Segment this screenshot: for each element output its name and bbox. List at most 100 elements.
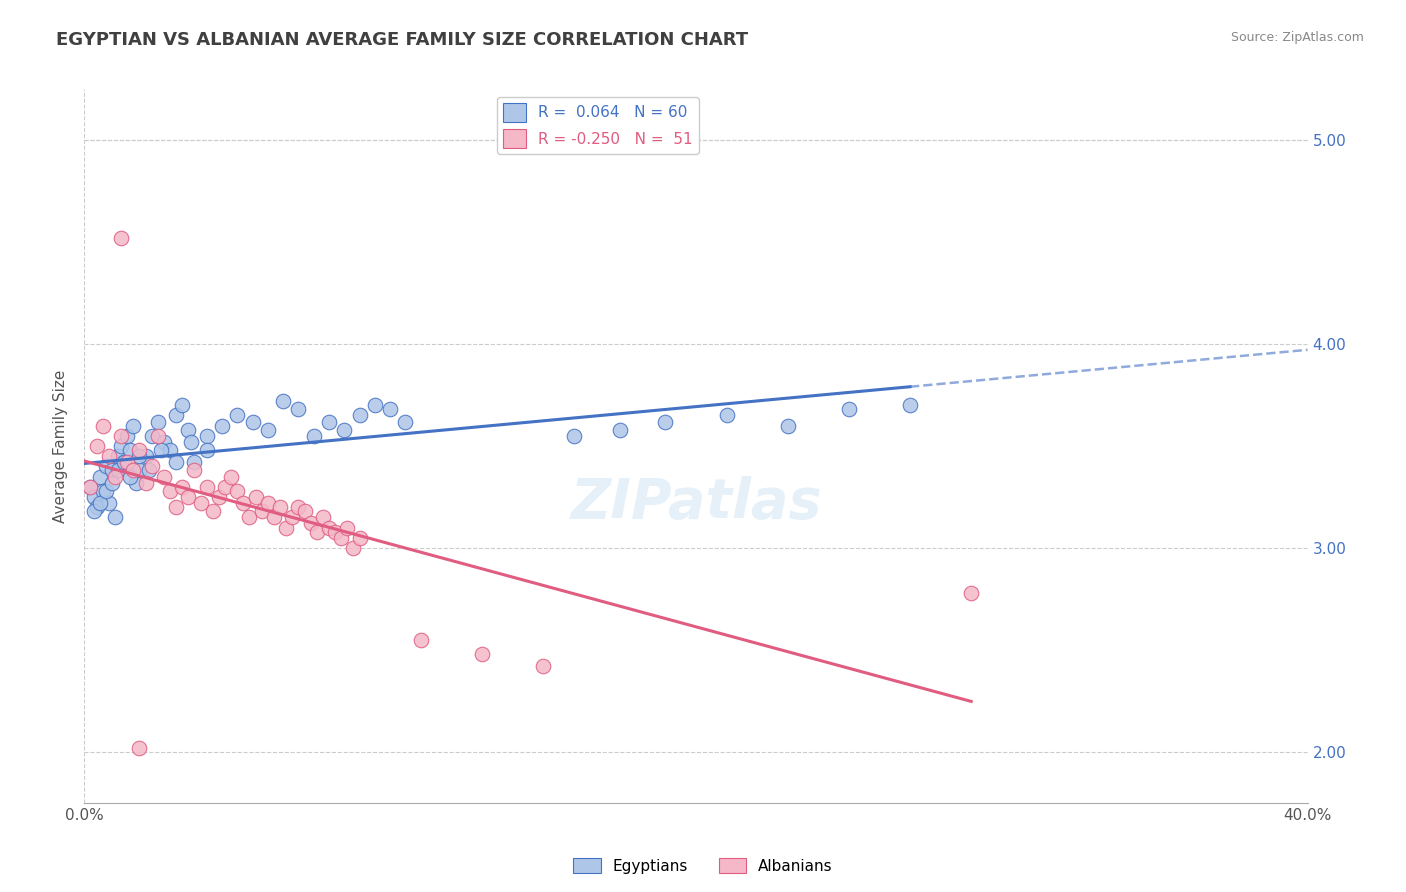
Point (115, 455, 138, 469)
Point (183, 455, 205, 469)
Point (107, 463, 129, 477)
Text: ZIPatlas: ZIPatlas (571, 476, 821, 530)
Point (342, 541, 364, 555)
Point (562, 429, 585, 443)
Point (305, 524, 328, 539)
Point (128, 463, 150, 477)
Point (242, 415, 264, 429)
Point (349, 531, 371, 545)
Point (146, 415, 169, 429)
Point (263, 510, 285, 524)
Text: Source: ZipAtlas.com: Source: ZipAtlas.com (1230, 31, 1364, 45)
Point (91, 418, 114, 433)
Point (294, 504, 316, 518)
Point (318, 520, 340, 534)
Point (159, 483, 181, 498)
Point (226, 483, 249, 498)
Point (287, 402, 309, 417)
Point (716, 409, 738, 423)
Point (183, 463, 205, 477)
Point (214, 480, 236, 494)
Point (153, 434, 176, 449)
Point (97, 449, 120, 463)
Point (281, 510, 304, 524)
Point (110, 429, 132, 443)
Point (107, 449, 129, 463)
Point (104, 469, 127, 483)
Point (104, 510, 127, 524)
Point (153, 469, 176, 483)
Point (149, 443, 172, 458)
Point (101, 463, 124, 477)
Point (89, 469, 111, 483)
Point (201, 504, 224, 518)
Point (91, 483, 114, 498)
Point (94, 459, 117, 474)
Point (125, 475, 148, 490)
Point (302, 429, 325, 443)
Text: EGYPTIAN VS ALBANIAN AVERAGE FAMILY SIZE CORRELATION CHART: EGYPTIAN VS ALBANIAN AVERAGE FAMILY SIZE… (56, 31, 748, 49)
Point (195, 429, 218, 443)
Point (245, 490, 267, 504)
Point (960, 586, 983, 600)
Point (177, 423, 200, 437)
Point (333, 423, 356, 437)
Point (336, 520, 359, 534)
Point (172, 398, 194, 412)
Point (219, 469, 242, 483)
Point (172, 480, 194, 494)
Point (330, 531, 353, 545)
Point (318, 415, 340, 429)
Point (323, 524, 346, 539)
Point (97, 496, 120, 510)
Point (128, 443, 150, 458)
Point (112, 455, 135, 469)
Point (232, 496, 254, 510)
Point (138, 463, 160, 477)
Point (257, 496, 280, 510)
Point (609, 423, 631, 437)
Point (86, 439, 108, 453)
Point (271, 394, 294, 409)
Point (287, 500, 309, 515)
Point (299, 516, 322, 531)
Point (654, 415, 676, 429)
Point (349, 409, 371, 423)
Point (190, 496, 212, 510)
Point (165, 455, 187, 469)
Point (110, 439, 132, 453)
Point (86, 500, 108, 515)
Point (122, 418, 145, 433)
Point (120, 469, 142, 483)
Point (89, 496, 111, 510)
Point (471, 647, 494, 661)
Point (838, 402, 860, 417)
Point (898, 398, 921, 412)
Point (165, 409, 187, 423)
Point (115, 429, 138, 443)
Point (208, 490, 231, 504)
Point (380, 402, 402, 417)
Point (165, 500, 187, 515)
Point (364, 398, 387, 412)
Point (394, 415, 416, 429)
Point (159, 443, 181, 458)
Point (122, 463, 145, 477)
Point (128, 740, 150, 755)
Legend: R =  0.064   N = 60, R = -0.250   N =  51: R = 0.064 N = 60, R = -0.250 N = 51 (498, 97, 699, 154)
Point (312, 510, 335, 524)
Point (250, 504, 273, 518)
Point (94, 483, 117, 498)
Point (141, 459, 163, 474)
Point (531, 659, 554, 673)
Point (128, 449, 150, 463)
Legend: Egyptians, Albanians: Egyptians, Albanians (567, 852, 839, 880)
Point (238, 510, 260, 524)
Point (135, 475, 157, 490)
Point (120, 443, 142, 458)
Point (180, 434, 202, 449)
Point (135, 449, 157, 463)
Point (269, 500, 291, 515)
Point (195, 480, 218, 494)
Point (112, 455, 135, 469)
